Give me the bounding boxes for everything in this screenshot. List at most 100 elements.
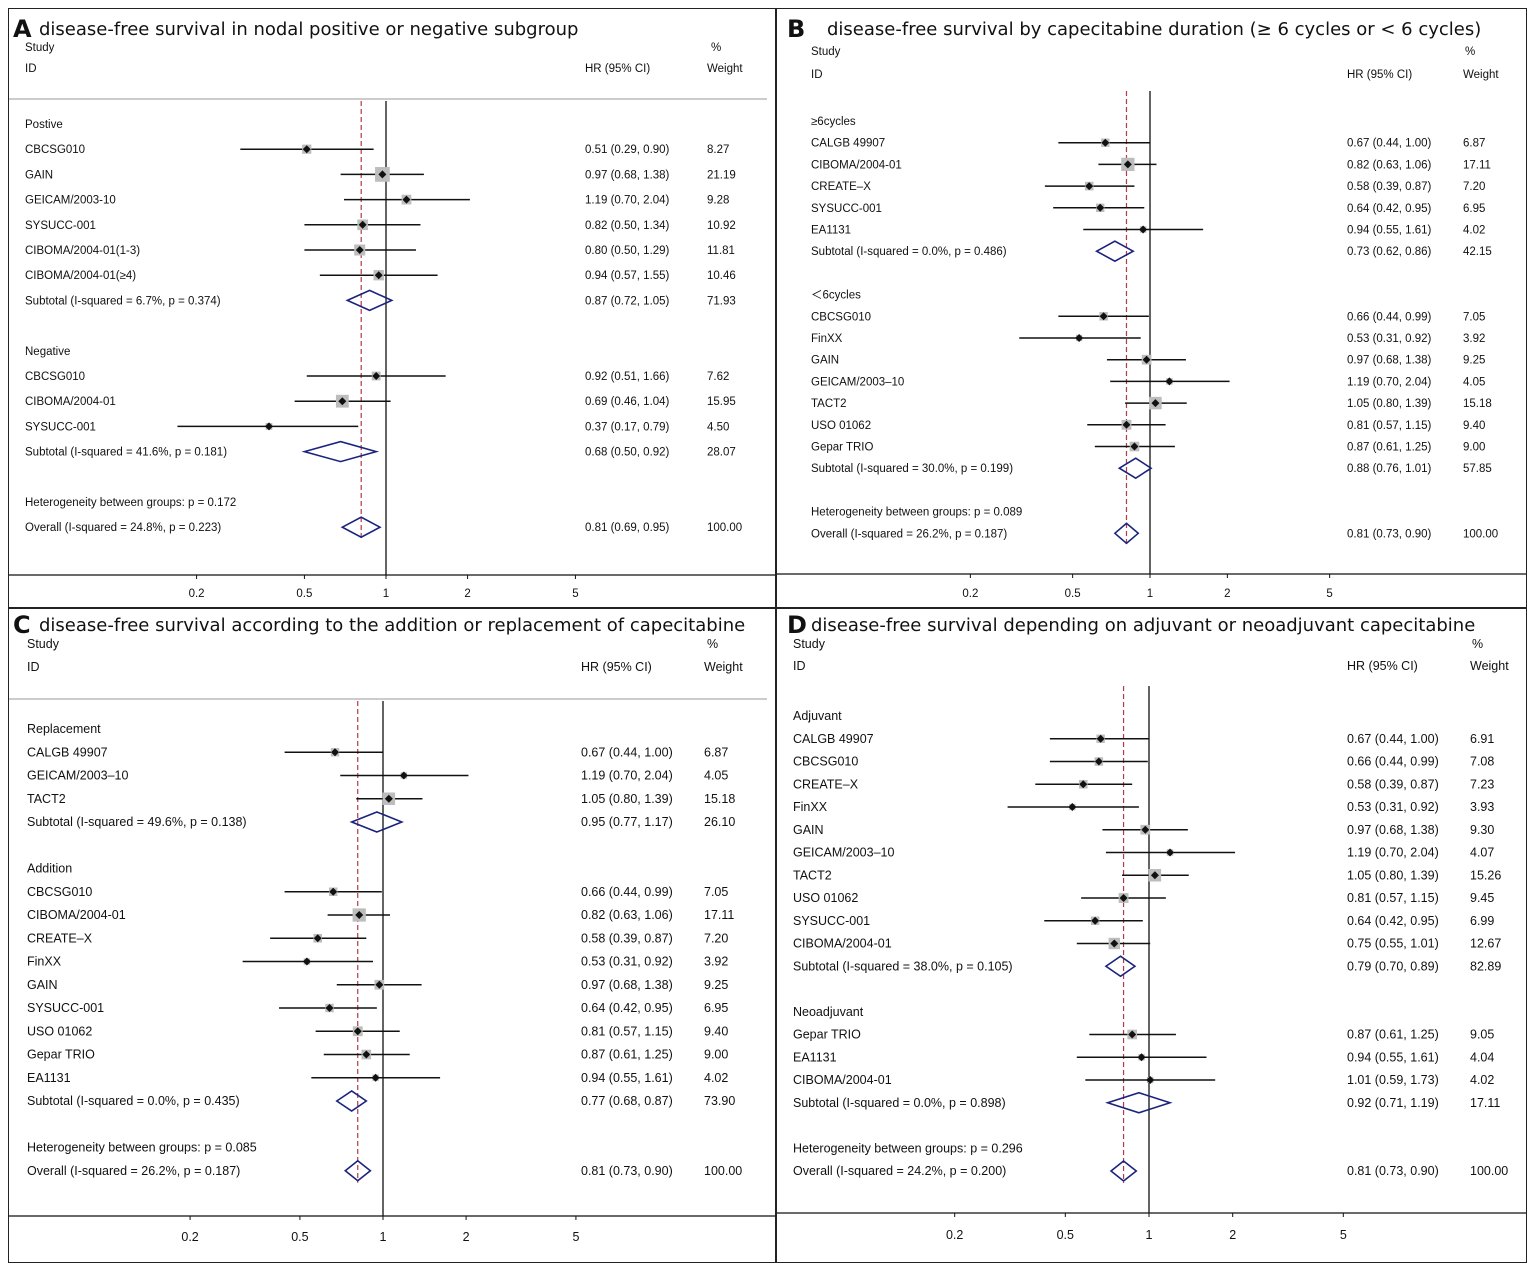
panel-title: disease-free survival by capecitabine du… <box>827 19 1482 40</box>
panel-title: disease-free survival in nodal positive … <box>39 19 579 40</box>
pooled-diamond <box>340 516 382 539</box>
header-weight: Weight <box>704 660 743 674</box>
hr-ci-value: 0.81 (0.73, 0.90) <box>581 1164 673 1178</box>
hr-ci-value: 0.53 (0.31, 0.92) <box>1347 333 1432 345</box>
weight-value: 8.27 <box>707 144 729 156</box>
header-study: Study <box>811 46 841 58</box>
hr-ci-value: 0.81 (0.73, 0.90) <box>1347 1164 1439 1178</box>
study-label: CALGB 49907 <box>811 138 885 150</box>
study-label: CIBOMA/2004-01 <box>25 396 116 408</box>
point-estimate <box>402 195 411 204</box>
forest-panel-c: C disease-free survival according to the… <box>8 608 776 1263</box>
study-label: CIBOMA/2004-01(≥4) <box>25 270 136 282</box>
hr-ci-value: 0.58 (0.39, 0.87) <box>581 931 673 945</box>
x-tick-label: 1 <box>383 588 389 600</box>
hr-ci-value: 0.82 (0.63, 1.06) <box>1347 159 1432 171</box>
pooled-diamond <box>1113 522 1140 545</box>
weight-value: 9.00 <box>704 1048 728 1062</box>
hr-ci-value: 0.82 (0.50, 1.34) <box>585 220 670 232</box>
subtotal-label: Overall (I-squared = 26.2%, p = 0.187) <box>811 528 1007 540</box>
study-label: TACT2 <box>793 868 832 882</box>
point-estimate <box>355 246 364 254</box>
study-label: CBCSG010 <box>25 371 85 383</box>
x-tick-label: 1 <box>1146 1228 1153 1242</box>
header-weight: Weight <box>707 63 743 75</box>
point-estimate <box>302 957 311 966</box>
hr-ci-value: 0.66 (0.44, 0.99) <box>1347 755 1439 769</box>
hr-ci-value: 1.19 (0.70, 2.04) <box>585 195 670 207</box>
hr-ci-value: 0.94 (0.55, 1.61) <box>1347 225 1432 237</box>
x-tick-label: 2 <box>1229 1228 1236 1242</box>
study-label: GAIN <box>811 355 839 367</box>
point-estimate <box>1142 355 1151 364</box>
panel-letter: A <box>13 15 32 43</box>
study-label: EA1131 <box>793 1050 837 1064</box>
point-estimate <box>375 980 384 989</box>
study-label: GAIN <box>793 823 824 837</box>
study-label: GEICAM/2003–10 <box>793 846 894 860</box>
header-hr: HR (95% CI) <box>585 63 650 75</box>
subtotal-label: Subtotal (I-squared = 41.6%, p = 0.181) <box>25 447 227 459</box>
point-estimate <box>1166 848 1175 857</box>
hr-ci-value: 0.97 (0.68, 1.38) <box>1347 355 1432 367</box>
point-estimate <box>1128 1030 1137 1039</box>
point-estimate <box>1068 803 1077 811</box>
x-tick-label: 0.5 <box>296 588 312 600</box>
pooled-diamond <box>1109 1159 1138 1183</box>
panel-letter: B <box>787 15 806 43</box>
point-estimate <box>1099 312 1108 321</box>
x-tick-label: 1 <box>1147 588 1153 600</box>
header-id: ID <box>811 69 823 81</box>
x-tick-label: 5 <box>1326 588 1332 600</box>
subgroup-label: Postive <box>25 119 63 131</box>
weight-value: 4.50 <box>707 421 729 433</box>
pooled-diamond <box>349 811 404 833</box>
panel-letter: D <box>787 611 807 639</box>
weight-value: 28.07 <box>707 447 736 459</box>
hr-ci-value: 0.97 (0.68, 1.38) <box>581 978 673 992</box>
weight-value: 6.87 <box>1463 138 1485 150</box>
study-label: SYSUCC-001 <box>27 1001 104 1015</box>
study-label: Gepar TRIO <box>27 1048 95 1062</box>
study-label: CIBOMA/2004-01 <box>793 1073 892 1087</box>
study-label: SYSUCC-001 <box>25 421 96 433</box>
hr-ci-value: 1.05 (0.80, 1.39) <box>1347 398 1432 410</box>
hr-ci-value: 1.01 (0.59, 1.73) <box>1347 1073 1439 1087</box>
point-estimate <box>362 1050 371 1059</box>
x-tick-label: 2 <box>1224 588 1230 600</box>
x-tick-label: 5 <box>1340 1228 1347 1242</box>
hr-ci-value: 0.66 (0.44, 0.99) <box>1347 311 1432 323</box>
study-label: CIBOMA/2004-01 <box>27 908 126 922</box>
study-label: GEICAM/2003–10 <box>27 769 128 783</box>
point-estimate <box>371 1073 380 1082</box>
weight-value: 15.95 <box>707 396 736 408</box>
weight-value: 9.45 <box>1470 891 1494 905</box>
hr-ci-value: 0.67 (0.44, 1.00) <box>1347 138 1432 150</box>
weight-value: 82.89 <box>1470 959 1501 973</box>
weight-value: 9.05 <box>1470 1028 1494 1042</box>
study-label: Gepar TRIO <box>793 1028 861 1042</box>
weight-value: 9.40 <box>1463 420 1485 432</box>
subgroup-label: Negative <box>25 346 70 358</box>
header-id: ID <box>25 63 37 75</box>
point-estimate <box>1110 939 1119 948</box>
point-estimate <box>1085 182 1094 191</box>
hr-ci-value: 1.19 (0.70, 2.04) <box>581 769 673 783</box>
heterogeneity-note: Heterogeneity between groups: p = 0.089 <box>811 507 1022 519</box>
header-hr: HR (95% CI) <box>1347 659 1418 673</box>
forest-plot-svg: Study ID HR (95% CI)% Weight ≥6cycles CALGB 4… <box>777 46 1526 600</box>
study-label: CALGB 49907 <box>27 745 108 759</box>
point-estimate <box>353 1027 362 1036</box>
study-label: USO 01062 <box>811 420 871 432</box>
weight-value: 4.05 <box>704 769 728 783</box>
header-percent: % <box>1472 637 1483 651</box>
point-estimate <box>1096 203 1105 212</box>
panel-title: disease-free survival depending on adjuv… <box>811 615 1476 636</box>
x-tick-label: 0.2 <box>946 1228 963 1242</box>
weight-value: 4.07 <box>1470 846 1494 860</box>
header-id: ID <box>27 660 40 674</box>
point-estimate <box>338 397 347 406</box>
hr-ci-value: 0.87 (0.72, 1.05) <box>585 295 670 307</box>
weight-value: 57.85 <box>1463 463 1492 475</box>
study-label: TACT2 <box>27 792 66 806</box>
